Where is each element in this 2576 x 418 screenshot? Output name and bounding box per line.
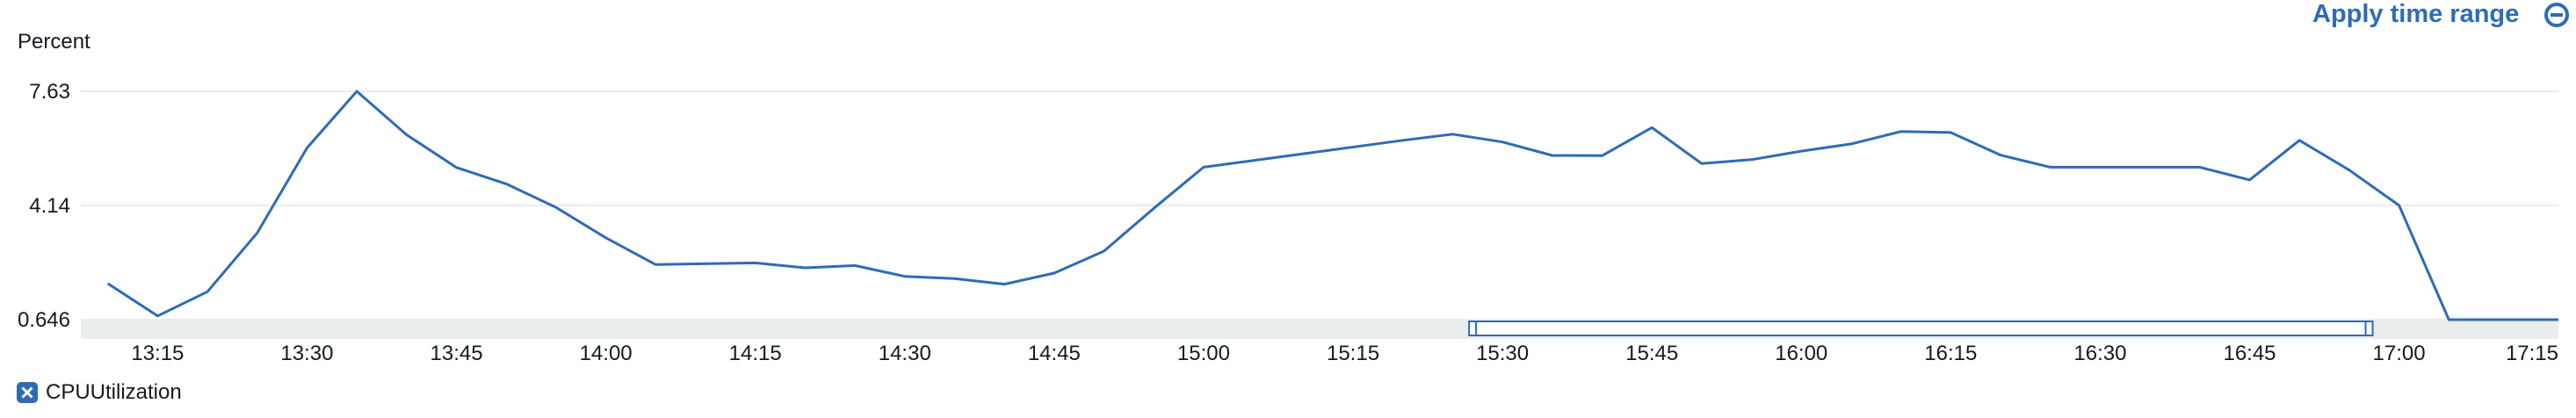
x-tick-label: 14:45 (1028, 342, 1081, 365)
y-tick-label: 0.646 (18, 308, 70, 332)
zoom-out-icon[interactable] (2543, 2, 2570, 28)
x-tick-label: 15:45 (1625, 342, 1678, 365)
y-tick-label: 7.63 (29, 80, 70, 104)
x-tick-label: 16:45 (2223, 342, 2276, 365)
x-tick-label: 15:00 (1177, 342, 1230, 365)
x-tick-label: 14:30 (879, 342, 931, 365)
time-range-scrollbar-thumb[interactable] (1472, 321, 2370, 336)
x-tick-label: 14:00 (580, 342, 633, 365)
legend-label: CPUUtilization (46, 380, 182, 404)
x-axis-ticks: 13:15 13:30 13:45 14:00 14:15 14:30 14:45 15:00… (131, 342, 2558, 365)
x-tick-label: 14:15 (729, 342, 782, 365)
x-tick-label: 13:45 (431, 342, 483, 365)
x-tick-label: 16:15 (1924, 342, 1977, 365)
x-tick-label: 13:15 (131, 342, 184, 365)
x-tick-label: 15:15 (1327, 342, 1379, 365)
x-tick-label: 16:00 (1775, 342, 1827, 365)
gridlines (81, 90, 2558, 321)
x-tick-label: 15:30 (1476, 342, 1529, 365)
y-axis-ticks: 7.63 4.14 0.646 (18, 80, 70, 332)
y-tick-label: 4.14 (29, 194, 70, 218)
y-axis-label: Percent (18, 30, 90, 54)
legend-item-cpuutilization[interactable]: CPUUtilization (16, 379, 182, 406)
apply-time-range-link[interactable]: Apply time range (2312, 0, 2520, 28)
series-line-cpuutilization (106, 90, 2558, 321)
x-tick-label: 17:15 (2506, 342, 2558, 365)
x-tick-label: 16:30 (2073, 342, 2126, 365)
close-icon[interactable] (16, 381, 39, 404)
time-range-scrollbar-handle-left[interactable] (1468, 321, 1478, 336)
time-range-scrollbar-handle-right[interactable] (2364, 321, 2374, 336)
x-tick-label: 17:00 (2373, 342, 2426, 365)
x-tick-label: 13:30 (280, 342, 333, 365)
